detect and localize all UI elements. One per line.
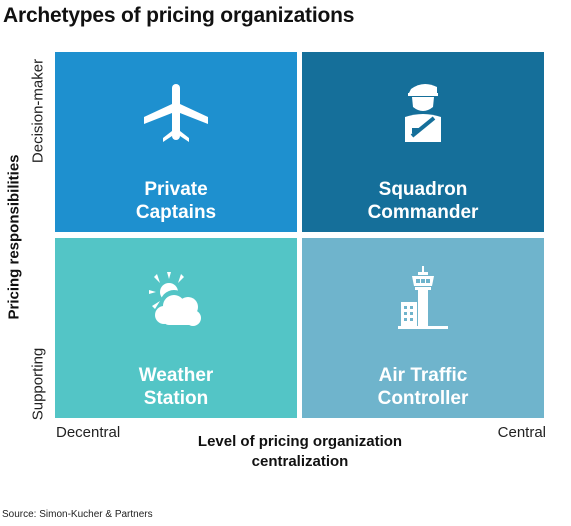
quadrant-label-air-traffic-controller: Air Traffic Controller bbox=[302, 364, 544, 410]
quadrant-label-line2: Station bbox=[143, 388, 209, 409]
x-axis-left-label: Decentral bbox=[56, 424, 121, 441]
page-title: Archetypes of pricing organizations bbox=[3, 4, 355, 27]
x-axis-title-line2: centralization bbox=[251, 453, 349, 470]
sun-cloud-icon bbox=[141, 266, 211, 336]
source-note: Source: Simon-Kucher & Partners bbox=[2, 509, 153, 520]
airplane-icon bbox=[141, 80, 211, 150]
quadrant-private-captains: Private Captains bbox=[55, 52, 297, 232]
y-axis-title-text: Pricing responsibilities bbox=[5, 154, 23, 320]
x-axis-title: Level of pricing organization centraliza… bbox=[175, 432, 425, 472]
quadrant-label-weather-station: Weather Station bbox=[55, 364, 297, 410]
quadrant-squadron-commander: Squadron Commander bbox=[302, 52, 544, 232]
quadrant-label-line2: Commander bbox=[367, 202, 479, 223]
pilot-icon bbox=[388, 80, 458, 150]
quadrant-label-line2: Captains bbox=[135, 202, 217, 223]
quadrant-label-line1: Weather bbox=[138, 365, 214, 386]
x-axis-right-label: Central bbox=[497, 424, 546, 441]
quadrant-air-traffic-controller: Air Traffic Controller bbox=[302, 238, 544, 418]
control-tower-icon bbox=[388, 266, 458, 336]
quadrant-label-line1: Private bbox=[144, 179, 208, 200]
quadrant-label-line1: Air Traffic bbox=[378, 365, 468, 386]
quadrant-label-line1: Squadron bbox=[378, 179, 468, 200]
quadrant-weather-station: Weather Station bbox=[55, 238, 297, 418]
y-axis-top-label-text: Decision-maker bbox=[29, 58, 47, 164]
quadrant-label-squadron-commander: Squadron Commander bbox=[302, 178, 544, 224]
x-axis-title-line1: Level of pricing organization bbox=[197, 433, 403, 450]
quadrant-label-private-captains: Private Captains bbox=[55, 178, 297, 224]
y-axis-bottom-label-text: Supporting bbox=[29, 347, 47, 421]
quadrant-label-line2: Controller bbox=[377, 388, 469, 409]
